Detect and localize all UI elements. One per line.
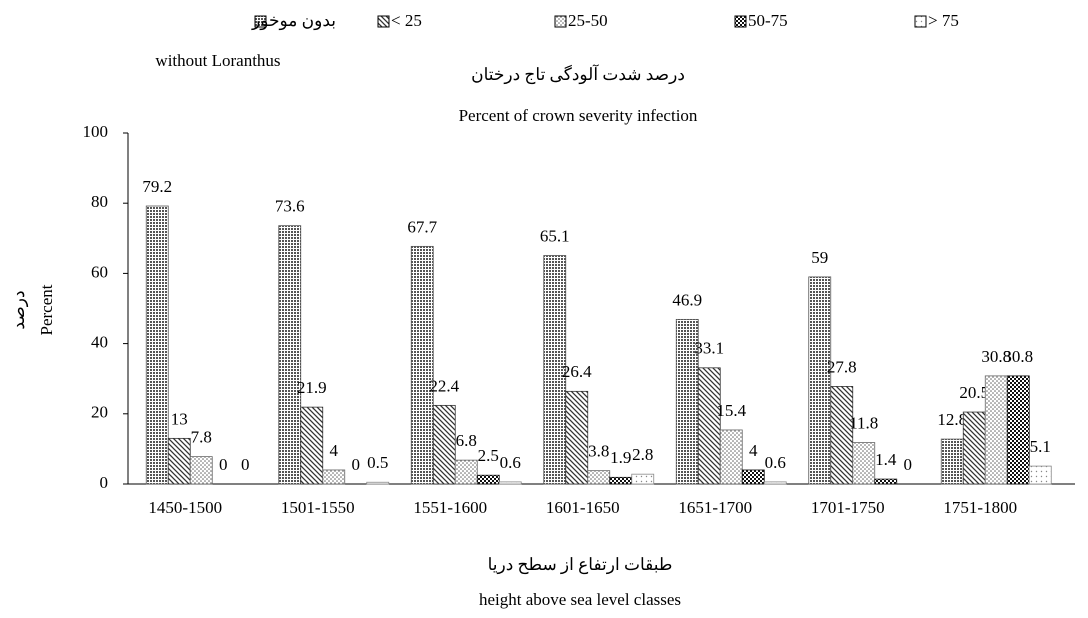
value-label: 0.5 bbox=[367, 453, 388, 472]
chart-title: درصد شدت آلودگی تاج درختان bbox=[471, 63, 685, 85]
value-label: 11.8 bbox=[849, 413, 878, 432]
bar bbox=[808, 276, 832, 485]
x-tick-label: 1501-1550 bbox=[281, 498, 355, 517]
bar bbox=[609, 476, 633, 485]
value-label: 15.4 bbox=[716, 401, 746, 420]
value-label: 2.8 bbox=[632, 445, 653, 464]
value-label: 46.9 bbox=[672, 290, 702, 309]
value-label: 3.8 bbox=[588, 442, 609, 461]
legend-swatch bbox=[254, 15, 267, 28]
bar bbox=[322, 469, 346, 485]
value-label: 67.7 bbox=[407, 217, 437, 236]
y-axis-title: درصد bbox=[9, 290, 29, 329]
value-label: 33.1 bbox=[694, 339, 724, 358]
bar bbox=[719, 429, 743, 485]
value-label: 6.8 bbox=[456, 431, 477, 450]
bar bbox=[697, 367, 721, 485]
bar bbox=[167, 437, 191, 485]
bar bbox=[962, 411, 986, 485]
x-tick-label: 1551-1600 bbox=[413, 498, 487, 517]
x-tick-label: 1701-1750 bbox=[811, 498, 885, 517]
value-label: 0 bbox=[352, 455, 361, 474]
bar bbox=[631, 473, 655, 485]
bar bbox=[278, 225, 302, 485]
bar bbox=[366, 481, 390, 485]
y-tick-label: 100 bbox=[83, 122, 109, 141]
value-label: 79.2 bbox=[142, 177, 172, 196]
bar bbox=[410, 245, 434, 485]
bar bbox=[565, 390, 589, 485]
x-tick-label: 1601-1650 bbox=[546, 498, 620, 517]
y-tick-label: 40 bbox=[91, 333, 108, 352]
x-tick-label: 1751-1800 bbox=[943, 498, 1017, 517]
value-label: 22.4 bbox=[429, 376, 459, 395]
value-label: 65.1 bbox=[540, 226, 570, 245]
legend-label: > 75 bbox=[928, 11, 959, 30]
y-tick-label: 60 bbox=[91, 262, 108, 281]
x-axis-title-en: height above sea level classes bbox=[479, 590, 681, 609]
legend-swatch bbox=[734, 15, 747, 28]
value-label: 0.6 bbox=[500, 453, 521, 472]
value-label: 30.8 bbox=[1003, 347, 1033, 366]
bar bbox=[852, 442, 876, 485]
y-axis-title-en: Percent bbox=[37, 284, 56, 335]
value-label: 20.5 bbox=[959, 383, 989, 402]
bar bbox=[763, 481, 787, 485]
bar bbox=[587, 470, 611, 485]
value-label: 13 bbox=[171, 409, 188, 428]
value-label: 7.8 bbox=[191, 428, 212, 447]
x-tick-label: 1450-1500 bbox=[148, 498, 222, 517]
bar bbox=[189, 456, 213, 485]
legend-swatch bbox=[377, 15, 390, 28]
bar bbox=[830, 386, 854, 485]
value-label: 2.5 bbox=[478, 446, 499, 465]
bar bbox=[741, 469, 765, 485]
x-tick-label: 1651-1700 bbox=[678, 498, 752, 517]
value-label: 4 bbox=[330, 441, 339, 460]
legend-label: 50-75 bbox=[748, 11, 788, 30]
bar bbox=[498, 481, 522, 485]
bar bbox=[476, 474, 500, 485]
legend-swatch bbox=[554, 15, 567, 28]
legend-label: بدون موخور bbox=[251, 11, 336, 31]
value-label: 0.6 bbox=[765, 453, 786, 472]
bar bbox=[874, 478, 898, 485]
bar bbox=[1028, 465, 1052, 485]
bar bbox=[145, 205, 169, 485]
y-tick-label: 0 bbox=[100, 473, 109, 492]
legend-label: 25-50 bbox=[568, 11, 608, 30]
bar bbox=[984, 375, 1008, 485]
value-label: 0 bbox=[241, 455, 250, 474]
y-tick-label: 80 bbox=[91, 192, 108, 211]
value-label: 26.4 bbox=[562, 362, 592, 381]
legend-swatch bbox=[914, 15, 927, 28]
value-label: 59 bbox=[811, 248, 828, 267]
value-label: 12.8 bbox=[937, 410, 967, 429]
value-label: 0 bbox=[904, 455, 913, 474]
legend-label: < 25 bbox=[391, 11, 422, 30]
bar bbox=[1006, 375, 1030, 485]
value-label: 1.4 bbox=[875, 450, 897, 469]
y-tick-label: 20 bbox=[91, 403, 108, 422]
value-label: 4 bbox=[749, 441, 758, 460]
value-label: 27.8 bbox=[827, 357, 857, 376]
value-label: 0 bbox=[219, 455, 228, 474]
value-label: 1.9 bbox=[610, 448, 631, 467]
bar bbox=[300, 406, 324, 485]
bar bbox=[940, 438, 964, 485]
value-label: 5.1 bbox=[1030, 437, 1051, 456]
value-label: 21.9 bbox=[297, 378, 327, 397]
bar bbox=[432, 404, 456, 485]
value-label: 30.8 bbox=[981, 347, 1011, 366]
legend-note: without Loranthus bbox=[155, 51, 280, 70]
x-axis-title: طبقات ارتفاع از سطح دریا bbox=[488, 555, 673, 575]
value-label: 73.6 bbox=[275, 197, 305, 216]
bar bbox=[543, 255, 567, 485]
bar bbox=[454, 459, 478, 485]
chart-subtitle: Percent of crown severity infection bbox=[459, 106, 698, 125]
